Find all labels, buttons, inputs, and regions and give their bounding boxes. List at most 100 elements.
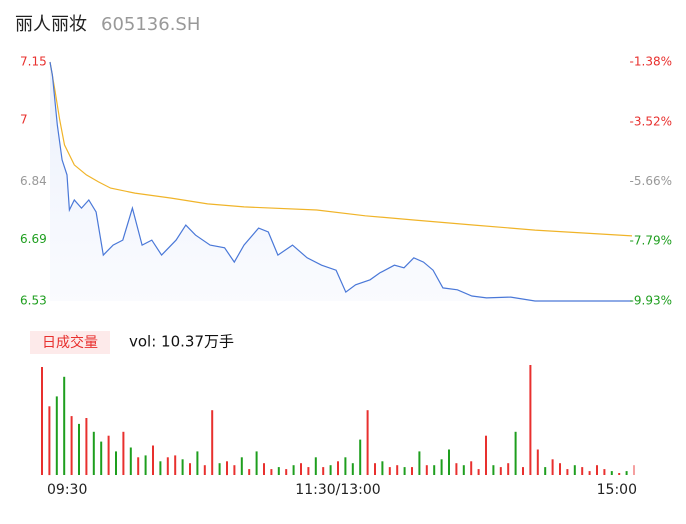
- volume-bar: [522, 467, 524, 475]
- volume-bar: [144, 455, 147, 475]
- volume-bar: [307, 467, 310, 475]
- volume-bar: [551, 459, 554, 475]
- volume-bar: [300, 463, 302, 475]
- x-tick-label: 11:30/13:00: [295, 482, 380, 498]
- x-tick-label: 15:00: [597, 482, 637, 498]
- volume-bar: [625, 471, 628, 475]
- volume-bar: [388, 467, 391, 475]
- volume-bar: [122, 431, 125, 475]
- volume-bar: [633, 465, 635, 475]
- volume-bar: [329, 465, 332, 475]
- volume-bar: [566, 469, 569, 475]
- volume-bar: [499, 467, 502, 475]
- volume-bar: [536, 449, 539, 475]
- volume-bar: [455, 463, 458, 475]
- volume-bar: [470, 461, 473, 476]
- volume-bar: [152, 445, 154, 475]
- volume-bar: [337, 461, 339, 476]
- volume-bar: [85, 418, 88, 475]
- volume-bar: [433, 465, 436, 475]
- volume-bar: [344, 457, 347, 475]
- volume-bar: [115, 451, 117, 475]
- volume-bar: [70, 416, 73, 475]
- average-line: [49, 61, 633, 237]
- volume-bar: [159, 461, 162, 476]
- volume-bar: [218, 463, 221, 475]
- volume-bar: [440, 459, 443, 475]
- volume-bar: [55, 396, 58, 475]
- volume-bar: [529, 365, 532, 475]
- volume-bar: [403, 467, 406, 475]
- volume-bar: [411, 467, 413, 475]
- volume-bar: [107, 435, 110, 475]
- volume-bar: [492, 465, 495, 475]
- volume-bar: [314, 457, 317, 475]
- x-tick-label: 09:30: [47, 482, 87, 498]
- y-tick-label: 7.15: [20, 55, 47, 69]
- stock-code: 605136.SH: [101, 14, 200, 35]
- y-tick-label: 6.53: [20, 294, 47, 308]
- volume-bar: [610, 471, 613, 475]
- volume-bar: [418, 451, 421, 475]
- stock-name: 丽人丽妆: [15, 14, 87, 35]
- volume-bar: [618, 473, 621, 475]
- volume-bar: [166, 457, 169, 475]
- volume-bar: [351, 463, 354, 475]
- volume-bar: [233, 465, 236, 475]
- volume-bar: [63, 376, 66, 475]
- volume-bar: [41, 367, 43, 475]
- volume-bar: [596, 465, 598, 475]
- volume-bar: [603, 469, 606, 475]
- volume-bar: [588, 471, 591, 475]
- volume-bar: [425, 465, 428, 475]
- volume-bar: [189, 463, 191, 475]
- y2-tick-label: -5.66%: [630, 174, 672, 188]
- volume-bar: [485, 435, 487, 475]
- volume-bar: [507, 463, 510, 475]
- volume-bar: [263, 463, 265, 475]
- volume-total: vol: 10.37万手: [129, 333, 234, 351]
- y-tick-label: 7: [20, 112, 28, 126]
- volume-bar: [137, 457, 140, 475]
- volume-bar: [92, 431, 95, 475]
- y2-tick-label: -7.79%: [630, 234, 672, 248]
- volume-bar: [48, 406, 51, 476]
- volume-label-box: [30, 331, 110, 354]
- volume-bar: [477, 469, 480, 475]
- volume-bar: [196, 451, 199, 475]
- volume-bar: [544, 467, 547, 475]
- y-tick-label: 6.84: [20, 174, 47, 188]
- volume-bar: [78, 423, 80, 475]
- volume-bar: [211, 410, 214, 475]
- volume-bar: [359, 439, 362, 475]
- volume-bar: [270, 469, 273, 475]
- volume-bar: [396, 465, 399, 475]
- volume-bar: [366, 410, 369, 475]
- volume-bar: [581, 467, 584, 475]
- y-tick-label: 6.69: [20, 232, 47, 246]
- volume-bar: [514, 431, 517, 475]
- volume-bar: [248, 469, 251, 475]
- volume-bar: [277, 467, 280, 475]
- volume-bar: [203, 465, 206, 475]
- volume-label: 日成交量: [42, 334, 98, 351]
- volume-bar: [285, 469, 288, 475]
- y2-tick-label: -9.93%: [630, 294, 672, 308]
- volume-bar: [559, 463, 561, 475]
- volume-bar: [374, 463, 376, 475]
- volume-bar: [255, 451, 258, 475]
- volume-bar: [381, 461, 384, 476]
- y2-tick-label: -3.52%: [630, 114, 672, 128]
- volume-bar: [100, 441, 103, 475]
- volume-bar: [322, 467, 325, 475]
- volume-bar: [462, 465, 465, 475]
- price-line: [49, 61, 632, 302]
- volume-bar: [174, 455, 177, 475]
- volume-bar: [129, 447, 132, 475]
- y2-tick-label: -1.38%: [630, 55, 672, 69]
- price-area: [50, 62, 632, 301]
- volume-bar: [226, 461, 228, 476]
- volume-bar: [573, 465, 576, 475]
- volume-bar: [448, 449, 450, 475]
